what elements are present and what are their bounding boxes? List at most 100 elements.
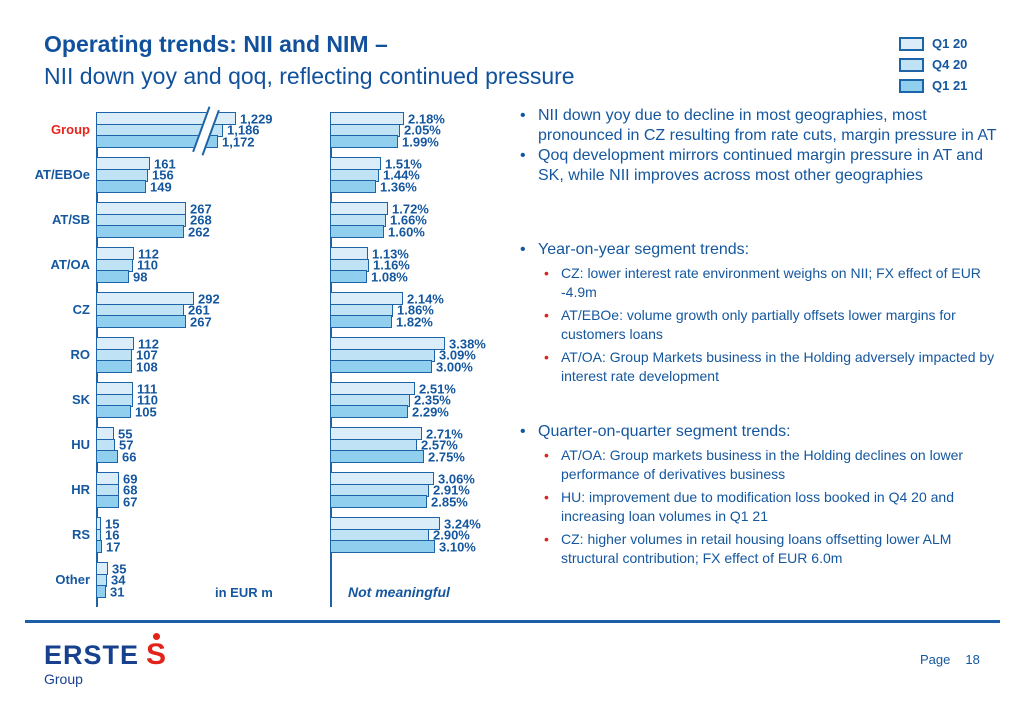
bar-value-label: 1,229 [240, 111, 273, 126]
footer-divider [25, 620, 1000, 623]
chart-row-other: Other 35 34 31 [32, 561, 332, 607]
sub-bullet-marker-icon: • [544, 531, 549, 547]
chart-row-at-sb: 1.72% 1.66% 1.60% [330, 201, 520, 247]
bar-value-label: 2.18% [408, 111, 445, 126]
bar-ro-q4-20: 107 [96, 348, 158, 363]
bar-group-at-oa: 1.13% 1.16% 1.08% [330, 246, 520, 284]
bar-value-label: 110 [137, 392, 158, 408]
legend-item-q4-20: Q4 20 [899, 57, 967, 72]
legend-swatch-icon [899, 36, 924, 51]
sub-bullet-item: • CZ: lower interest rate environment wei… [544, 264, 1004, 302]
logo-wordmark: ERSTE [44, 640, 140, 670]
bullet-text: AT/OA: Group Markets business in the Hol… [561, 349, 995, 384]
chart-row-sk: 2.51% 2.35% 2.29% [330, 381, 520, 427]
chart-row-at-eboe: AT/EBOe 161 156 149 [32, 156, 332, 202]
bar-at-oa-q1-21: 1.08% [330, 269, 408, 284]
bar-group-q1-20: 1,229 [96, 111, 273, 126]
bar-at-oa-q4-20: 110 [96, 258, 158, 273]
bullet-text: NII down yoy due to decline in most geog… [538, 107, 997, 144]
bullet-text: Year-on-year segment trends: [538, 241, 750, 258]
bar-value-label: 2.85% [431, 494, 468, 509]
chart-row-hu: HU 55 57 66 [32, 426, 332, 472]
category-label-other: Other [55, 572, 90, 587]
chart-row-ro: 3.38% 3.09% 3.00% [330, 336, 520, 382]
bar-sk-q4-20: 2.35% [330, 393, 451, 408]
bar-value-label: 17 [106, 539, 121, 554]
bar-value-label: 268 [190, 212, 212, 228]
bar-value-label: 2.05% [404, 122, 441, 138]
erste-group-logo: ERSTE S Group [44, 633, 166, 687]
chart-row-at-sb: AT/SB 267 268 262 [32, 201, 332, 247]
bar-value-label: 292 [198, 291, 220, 306]
bullet-item: • Year-on-year segment trends: [520, 240, 1004, 260]
chart-row-at-oa: 1.13% 1.16% 1.08% [330, 246, 520, 292]
title-block: Operating trends: NII and NIM – NII down… [44, 31, 575, 90]
bar-value-label: 68 [123, 482, 138, 498]
bar-group-hu: 55 57 66 [96, 426, 332, 464]
sub-bullet-marker-icon: • [544, 265, 549, 281]
bullet-item: • NII down yoy due to decline in most geo… [520, 106, 1004, 146]
chart-row-hr: 3.06% 2.91% 2.85% [330, 471, 520, 517]
bar-value-label: 267 [190, 201, 212, 216]
bar-group-rs: 3.24% 2.90% 3.10% [330, 516, 520, 554]
legend-item-q1-20: Q1 20 [899, 36, 967, 51]
bar-group-rs: 15 16 17 [96, 516, 332, 554]
bullet-item: • Quarter-on-quarter segment trends: [520, 422, 1004, 442]
category-label-hu: HU [71, 437, 90, 452]
bar-at-sb-q1-21: 1.60% [330, 224, 425, 239]
bar-value-label: 262 [188, 224, 210, 239]
category-label-cz: CZ [72, 302, 90, 317]
bar-value-label: 261 [188, 302, 210, 318]
bar-value-label: 67 [123, 494, 138, 509]
bar-hu-q1-21: 66 [96, 449, 136, 464]
sub-bullet-marker-icon: • [544, 349, 549, 365]
bar-value-label: 16 [105, 527, 120, 543]
not-meaningful-note: Not meaningful [348, 584, 450, 600]
bar-value-label: 149 [150, 179, 172, 194]
bar-sk-q1-20: 111 [96, 381, 157, 396]
bar-value-label: 2.71% [426, 426, 463, 441]
commentary-panel: • NII down yoy due to decline in most geo… [520, 106, 1004, 568]
page-number-block: Page 18 [920, 652, 980, 667]
bar-value-label: 57 [119, 437, 134, 453]
legend: Q1 20 Q4 20 Q1 21 [899, 36, 967, 93]
legend-label: Q1 21 [932, 78, 968, 93]
bar-value-label: 69 [123, 471, 138, 486]
bar-group-at-eboe: 161 156 149 [96, 156, 332, 194]
bullet-text: HU: improvement due to modification loss… [561, 489, 954, 524]
chart-row-rs: 3.24% 2.90% 3.10% [330, 516, 520, 562]
category-label-ro: RO [70, 347, 91, 362]
category-label-group: Group [51, 122, 90, 137]
bar-group-hr: 3.06% 2.91% 2.85% [330, 471, 520, 509]
bar-hr-q1-21: 67 [96, 494, 137, 509]
bar-group-sk: 2.51% 2.35% 2.29% [330, 381, 520, 419]
bar-at-eboe-q1-21: 1.36% [330, 179, 417, 194]
legend-item-q1-21: Q1 21 [899, 78, 967, 93]
bar-value-label: 2.14% [407, 291, 444, 306]
bar-group-q1-21: 1.99% [330, 134, 439, 149]
bar-group-hr: 69 68 67 [96, 471, 332, 509]
bar-group-sk: 111 110 105 [96, 381, 332, 419]
category-label-at-sb: AT/SB [51, 212, 90, 227]
bullet-text: AT/EBOe: volume growth only partially of… [561, 307, 956, 342]
bullet-block-1: • NII down yoy due to decline in most geo… [520, 106, 1004, 186]
bar-value-label: 1.82% [396, 314, 433, 329]
bar-value-label: 111 [137, 381, 158, 396]
bar-cz-q1-21: 1.82% [330, 314, 433, 329]
chart-row-hu: 2.71% 2.57% 2.75% [330, 426, 520, 472]
bar-group-q1-21: 1,172 [96, 134, 255, 149]
bullet-marker-icon: • [520, 423, 526, 440]
bar-value-label: 1,186 [227, 122, 260, 138]
bar-at-sb-q1-21: 262 [96, 224, 210, 239]
chart-row-group: Group 1,229 1,186 1,172 [32, 106, 332, 157]
bullet-text: CZ: lower interest rate environment weig… [561, 265, 981, 300]
sub-bullet-item: • AT/EBOe: volume growth only partially o… [544, 306, 1004, 344]
bar-sk-q1-21: 105 [96, 404, 157, 419]
chart-row-sk: SK 111 110 105 [32, 381, 332, 427]
bar-group-ro: 3.38% 3.09% 3.00% [330, 336, 520, 374]
bar-group-other: 35 34 31 [96, 561, 332, 599]
page-title: Operating trends: NII and NIM – [44, 31, 388, 57]
bar-ro-q4-20: 3.09% [330, 348, 476, 363]
bullet-text: CZ: higher volumes in retail housing loa… [561, 531, 952, 566]
chart-row-cz: CZ 292 261 267 [32, 291, 332, 337]
